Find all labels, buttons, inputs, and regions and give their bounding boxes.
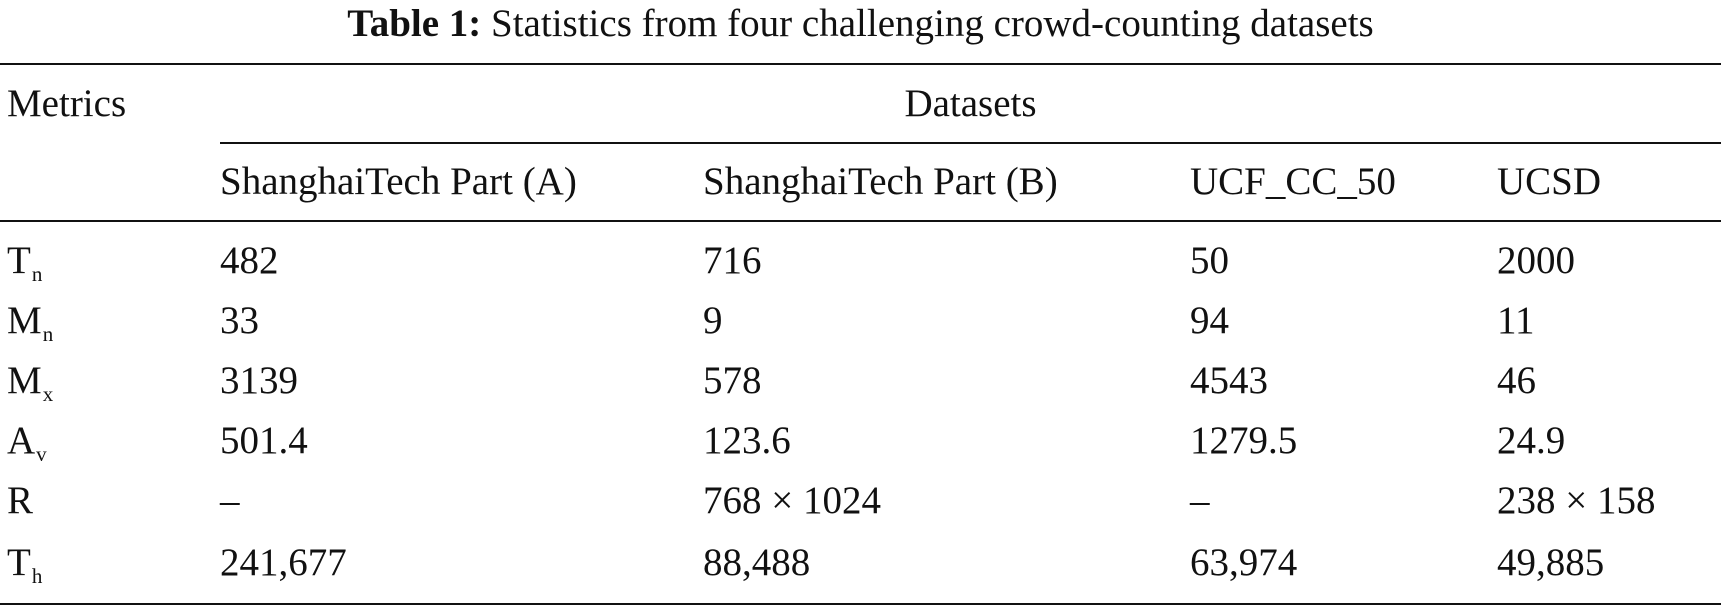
- table-cell: 501.4: [220, 419, 308, 462]
- header-rule: [0, 220, 1721, 222]
- table-cell: 1279.5: [1190, 419, 1298, 462]
- row-metric-th: Th: [7, 539, 42, 600]
- column-header-ucsd: UCSD: [1497, 160, 1602, 203]
- metric-subscript: h: [31, 564, 43, 588]
- metrics-header: Metrics: [7, 82, 127, 125]
- top-rule: [0, 63, 1721, 65]
- caption-text: Statistics from four challenging crowd-c…: [491, 2, 1374, 45]
- row-metric-r: R: [7, 477, 34, 538]
- metric-symbol: M: [7, 359, 42, 402]
- table-cell: 2000: [1497, 239, 1575, 282]
- metric-subscript: v: [36, 442, 47, 466]
- table-cell: 94: [1190, 299, 1229, 342]
- metric-subscript: n: [31, 262, 43, 286]
- column-header-shanghaitech-b: ShanghaiTech Part (B): [703, 160, 1058, 203]
- metric-subscript: x: [42, 382, 54, 406]
- table-cell: 4543: [1190, 359, 1268, 402]
- table-cell: 88,488: [703, 541, 811, 584]
- table-cell: 63,974: [1190, 541, 1298, 584]
- metric-subscript: n: [42, 322, 54, 346]
- datasets-header: Datasets: [904, 82, 1037, 125]
- metric-symbol: M: [7, 299, 42, 342]
- bottom-rule: [0, 603, 1721, 605]
- table-cell: 238 × 158: [1497, 479, 1656, 522]
- column-header-shanghaitech-a: ShanghaiTech Part (A): [220, 160, 577, 203]
- table-cell: 46: [1497, 359, 1536, 402]
- table-cell: 33: [220, 299, 259, 342]
- table-cell: 123.6: [703, 419, 791, 462]
- caption-label: Table 1:: [347, 2, 482, 45]
- table-cell: –: [220, 479, 240, 522]
- table-cell: 768 × 1024: [703, 479, 881, 522]
- table-cell: 716: [703, 239, 762, 282]
- metric-symbol: R: [7, 479, 34, 522]
- row-metric-tn: Tn: [7, 237, 42, 298]
- row-metric-av: Av: [7, 417, 47, 478]
- table-cell: 49,885: [1497, 541, 1605, 584]
- datasets-rule: [220, 142, 1721, 144]
- table-cell: 482: [220, 239, 279, 282]
- row-metric-mx: Mx: [7, 357, 53, 418]
- table-cell: 578: [703, 359, 762, 402]
- table-cell: 11: [1497, 299, 1535, 342]
- table-cell: 241,677: [220, 541, 347, 584]
- metric-symbol: A: [7, 419, 36, 462]
- table-cell: 50: [1190, 239, 1229, 282]
- metric-symbol: T: [7, 541, 31, 584]
- table-cell: 3139: [220, 359, 298, 402]
- table-cell: 9: [703, 299, 723, 342]
- table-cell: –: [1190, 479, 1210, 522]
- table-cell: 24.9: [1497, 419, 1566, 462]
- row-metric-mn: Mn: [7, 297, 53, 358]
- table-caption: Table 1: Statistics from four challengin…: [0, 0, 1721, 48]
- metric-symbol: T: [7, 239, 31, 282]
- column-header-ucf-cc-50: UCF_CC_50: [1190, 160, 1396, 203]
